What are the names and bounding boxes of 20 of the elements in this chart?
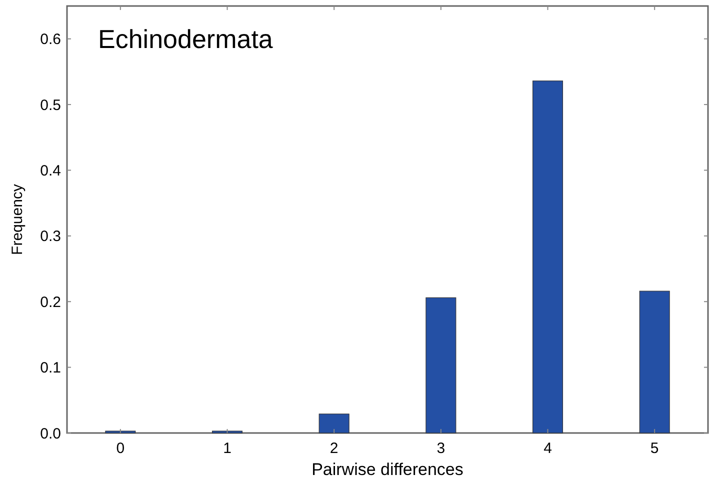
y-tick-label: 0.5 [40, 96, 61, 114]
x-tick-label: 0 [116, 440, 125, 457]
y-tick-label: 0.3 [40, 228, 61, 246]
x-tick-label: 2 [330, 440, 338, 457]
x-axis-title: Pairwise differences [312, 460, 464, 479]
y-tick-label: 0.6 [40, 31, 61, 48]
bar [318, 414, 350, 434]
y-tick-label: 0.2 [40, 294, 61, 311]
y-tick-label: 0.1 [40, 360, 61, 377]
bar [426, 297, 456, 434]
x-tick-label: 5 [650, 440, 659, 457]
y-tick-label: 0.0 [40, 425, 61, 442]
x-tick-label: 3 [436, 440, 446, 457]
x-tick-label: 1 [223, 440, 232, 457]
y-axis-title: Frequency [9, 184, 26, 255]
y-tick-label: 0.4 [40, 162, 61, 180]
bar [639, 290, 670, 434]
text: Echinodermata [98, 24, 274, 54]
bar [532, 80, 564, 434]
x-tick-label: 4 [544, 440, 552, 457]
